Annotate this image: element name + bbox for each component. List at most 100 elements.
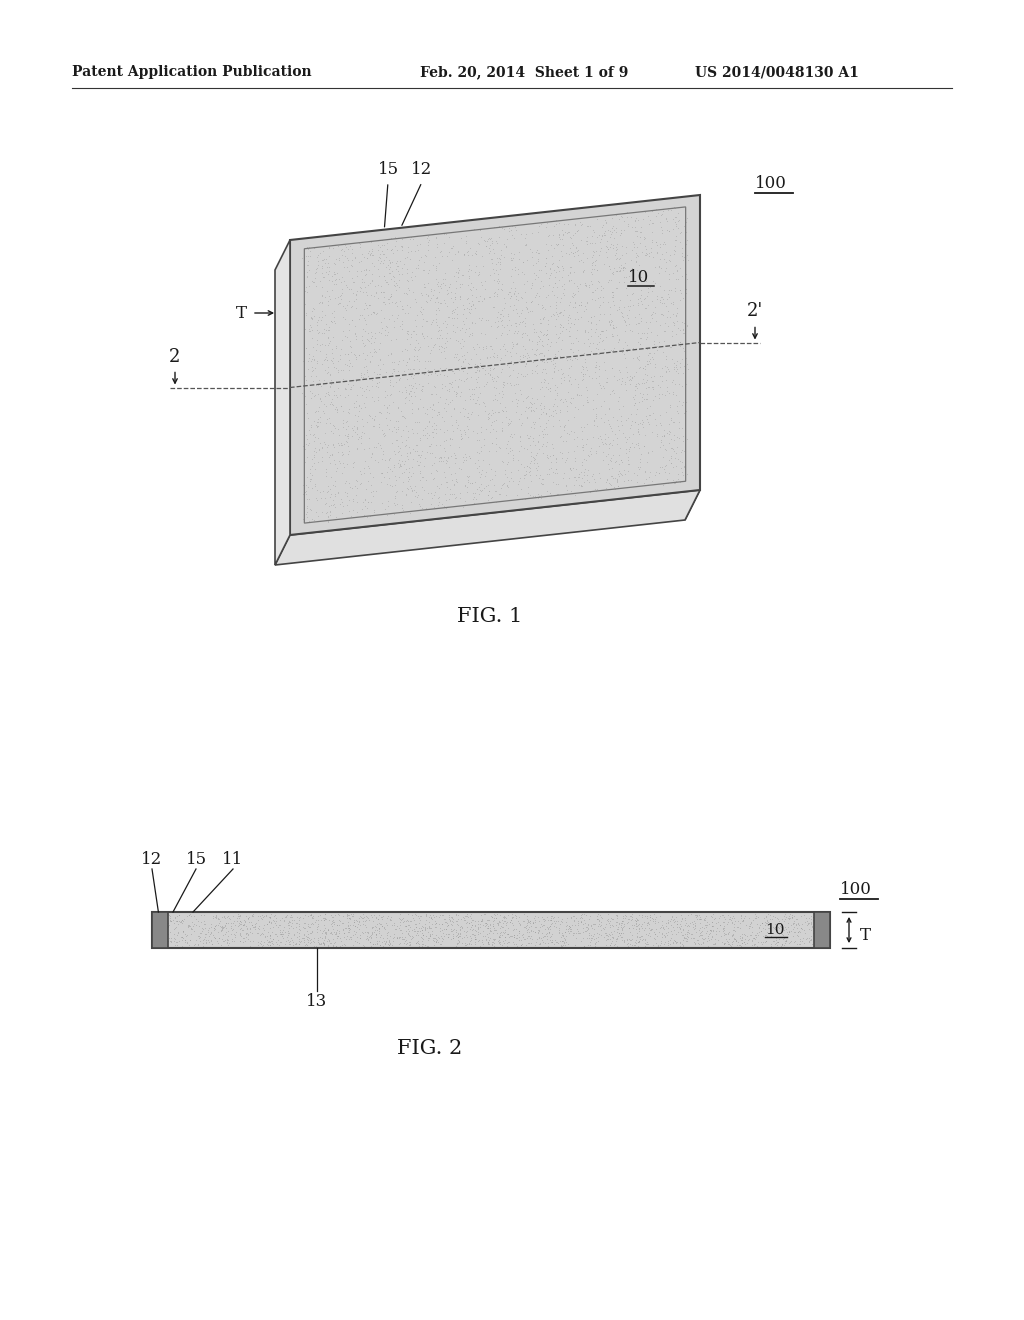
Point xyxy=(523,932,540,953)
Point xyxy=(372,348,388,370)
Point xyxy=(729,932,745,953)
Point xyxy=(579,920,595,941)
Point xyxy=(575,356,592,378)
Point xyxy=(571,907,588,928)
Point xyxy=(714,904,730,925)
Point xyxy=(534,469,550,490)
Point xyxy=(346,921,362,942)
Point xyxy=(606,478,623,499)
Point xyxy=(410,906,426,927)
Point xyxy=(319,327,336,348)
Point xyxy=(623,296,639,317)
Point xyxy=(740,917,757,939)
Point xyxy=(372,265,388,286)
Point xyxy=(378,908,394,929)
Point xyxy=(509,366,525,387)
Point xyxy=(543,925,559,946)
Point xyxy=(426,467,442,488)
Point xyxy=(544,923,560,944)
Point xyxy=(633,267,649,288)
Point xyxy=(375,440,391,461)
Point xyxy=(275,916,292,937)
Point xyxy=(598,929,614,950)
Point xyxy=(300,358,316,379)
Point xyxy=(241,912,257,933)
Point xyxy=(503,277,519,298)
Point xyxy=(716,925,732,946)
Point xyxy=(546,393,562,414)
Point xyxy=(594,321,610,342)
Point xyxy=(790,913,806,935)
Point xyxy=(733,906,750,927)
Point xyxy=(356,915,373,936)
Point xyxy=(676,927,692,948)
Point xyxy=(653,293,670,314)
Point xyxy=(553,246,569,267)
Point xyxy=(399,915,416,936)
Point xyxy=(546,362,562,383)
Point xyxy=(629,908,645,929)
Point xyxy=(323,392,339,413)
Point xyxy=(526,268,543,289)
Point xyxy=(612,923,629,944)
Point xyxy=(273,924,290,945)
Point xyxy=(453,428,469,449)
Point xyxy=(213,935,229,956)
Point xyxy=(329,399,345,420)
Point xyxy=(282,911,298,932)
Point xyxy=(562,420,579,441)
Point xyxy=(318,908,335,929)
Point xyxy=(439,393,456,414)
Point xyxy=(755,925,771,946)
Point xyxy=(415,925,431,946)
Point xyxy=(531,920,548,941)
Point xyxy=(372,350,388,371)
Point xyxy=(557,475,573,496)
Point xyxy=(666,412,682,433)
Point xyxy=(460,244,476,265)
Point xyxy=(443,405,460,426)
Point xyxy=(529,338,546,359)
Point xyxy=(583,261,599,282)
Point xyxy=(404,359,421,380)
Point xyxy=(689,929,706,950)
Point xyxy=(800,911,816,932)
Point xyxy=(528,442,545,463)
Point xyxy=(429,405,445,426)
Point xyxy=(624,924,640,945)
Point xyxy=(567,236,584,257)
Point xyxy=(618,207,635,228)
Point xyxy=(462,447,478,469)
Point xyxy=(306,305,323,326)
Point xyxy=(428,269,444,290)
Point xyxy=(651,263,668,284)
Point xyxy=(593,924,609,945)
Point xyxy=(598,371,614,392)
Point xyxy=(304,370,321,391)
Point xyxy=(459,477,475,498)
Point xyxy=(326,907,342,928)
Point xyxy=(600,219,616,240)
Point xyxy=(374,915,390,936)
Point xyxy=(638,933,654,954)
Point xyxy=(553,936,569,957)
Point xyxy=(503,285,519,306)
Point xyxy=(566,242,583,263)
Point xyxy=(175,921,191,942)
Point xyxy=(516,916,532,937)
Point xyxy=(431,450,447,471)
Point xyxy=(552,228,568,249)
Point xyxy=(316,919,333,940)
Point xyxy=(610,298,627,319)
Point xyxy=(389,453,406,474)
Point xyxy=(508,906,524,927)
Point xyxy=(410,920,426,941)
Point xyxy=(386,227,402,248)
Point xyxy=(418,470,434,491)
Point xyxy=(384,363,400,384)
Point xyxy=(427,928,443,949)
Point xyxy=(774,915,791,936)
Point xyxy=(326,921,342,942)
Point xyxy=(438,246,455,267)
Point xyxy=(359,285,376,306)
